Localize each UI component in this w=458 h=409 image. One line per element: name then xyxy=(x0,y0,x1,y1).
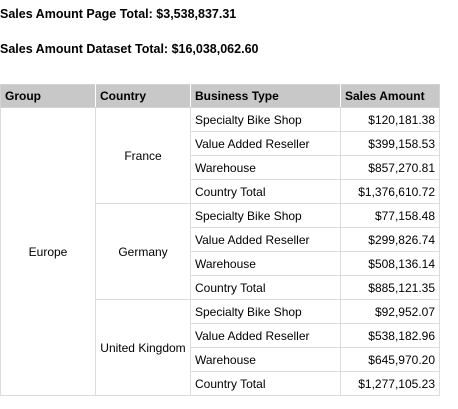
sales-amount-cell: $299,826.74 xyxy=(340,227,440,252)
group-cell: Europe xyxy=(0,107,96,396)
header-group: Group xyxy=(0,84,96,108)
table-row: Value Added Reseller $299,826.74 xyxy=(1,227,440,252)
table-row: Warehouse $857,270.81 xyxy=(1,155,440,180)
sales-amount-cell: $77,158.48 xyxy=(340,203,440,228)
table-row: United Kingdom Specialty Bike Shop $92,9… xyxy=(1,299,440,396)
dataset-total-summary: Sales Amount Dataset Total: $16,038,062.… xyxy=(0,42,258,56)
business-type-cell: Specialty Bike Shop xyxy=(190,299,341,324)
sales-amount-cell: $885,121.35 xyxy=(340,275,440,300)
business-type-cell: Country Total xyxy=(190,275,341,300)
sales-amount-cell: $857,270.81 xyxy=(340,155,440,180)
table-row: Country Total $885,121.35 xyxy=(1,275,440,300)
table-row: Warehouse $508,136.14 xyxy=(1,251,440,276)
table-row: Warehouse $645,970.20 xyxy=(1,347,440,372)
sales-report-table: Group Country Business Type Sales Amount… xyxy=(0,84,440,396)
business-type-cell: Value Added Reseller xyxy=(190,131,341,156)
business-type-cell: Country Total xyxy=(190,179,341,204)
country-cell: United Kingdom xyxy=(95,299,191,396)
table-row: Germany Specialty Bike Shop $77,158.48 xyxy=(1,203,440,300)
business-type-cell: Value Added Reseller xyxy=(190,227,341,252)
dataset-total-value: $16,038,062.60 xyxy=(171,42,259,56)
sales-amount-cell: $399,158.53 xyxy=(340,131,440,156)
page-total-summary: Sales Amount Page Total: $3,538,837.31 xyxy=(0,7,236,21)
sales-amount-cell: $1,376,610.72 xyxy=(340,179,440,204)
business-type-cell: Warehouse xyxy=(190,155,341,180)
sales-amount-cell: $538,182.96 xyxy=(340,323,440,348)
business-type-cell: Specialty Bike Shop xyxy=(190,107,341,132)
sales-amount-cell: $1,277,105.23 xyxy=(340,371,440,396)
dataset-total-label: Sales Amount Dataset Total: xyxy=(0,42,169,56)
table-header-row: Group Country Business Type Sales Amount xyxy=(0,84,440,108)
business-type-cell: Country Total xyxy=(190,371,341,396)
sales-amount-cell: $645,970.20 xyxy=(340,347,440,372)
header-sales-amount: Sales Amount xyxy=(340,84,440,108)
page-total-label: Sales Amount Page Total: xyxy=(0,7,153,21)
header-country: Country xyxy=(95,84,191,108)
page-total-value: $3,538,837.31 xyxy=(156,7,237,21)
sales-amount-cell: $92,952.07 xyxy=(340,299,440,324)
table-row: Value Added Reseller $399,158.53 xyxy=(1,131,440,156)
header-business-type: Business Type xyxy=(190,84,341,108)
business-type-cell: Specialty Bike Shop xyxy=(190,203,341,228)
table-row: Europe France Specialty Bike Shop $120,1… xyxy=(0,107,440,396)
business-type-cell: Value Added Reseller xyxy=(190,323,341,348)
sales-amount-cell: $120,181.38 xyxy=(340,107,440,132)
country-cell: Germany xyxy=(95,203,191,300)
country-cell: France xyxy=(95,107,191,204)
table-row: Country Total $1,376,610.72 xyxy=(1,179,440,204)
business-type-cell: Warehouse xyxy=(190,251,341,276)
business-type-cell: Warehouse xyxy=(190,347,341,372)
sales-amount-cell: $508,136.14 xyxy=(340,251,440,276)
table-row: Value Added Reseller $538,182.96 xyxy=(1,323,440,348)
table-row: Country Total $1,277,105.23 xyxy=(1,371,440,396)
